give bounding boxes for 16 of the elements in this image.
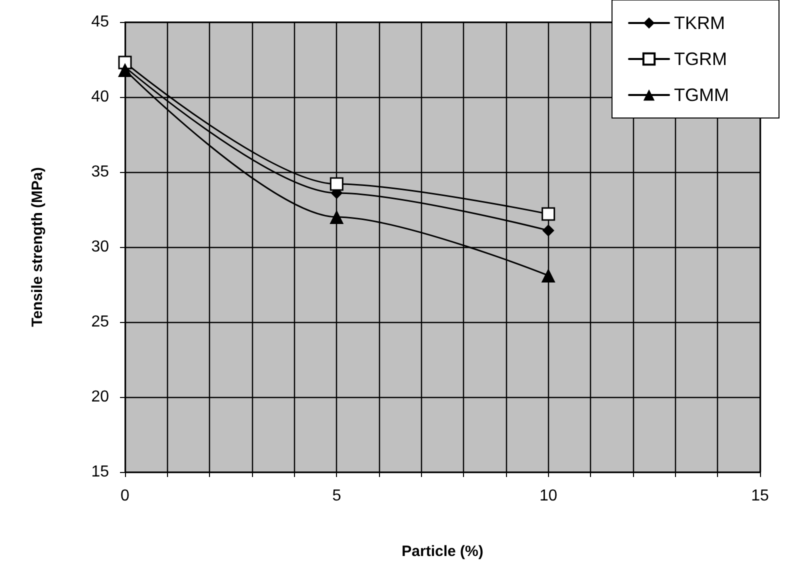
x-tick-label: 5	[332, 488, 342, 504]
y-tick-label: 35	[91, 164, 110, 180]
legend-label: TGMM	[674, 85, 729, 105]
y-axis-title: Tensile strength (MPa)	[29, 167, 46, 327]
y-tick-label: 15	[91, 464, 110, 480]
x-tick-label: 10	[539, 488, 558, 504]
y-tick-label: 20	[91, 388, 110, 406]
y-tick-label: 45	[91, 14, 110, 30]
legend-label: TKRM	[674, 13, 726, 33]
y-tick-label: 25	[91, 314, 110, 330]
x-tick-label: 15	[751, 488, 769, 504]
x-tick-label: 0	[120, 488, 130, 504]
x-axis-title: Particle (%)	[402, 543, 484, 560]
y-tick-label: 40	[91, 88, 110, 106]
y-tick-label: 30	[91, 238, 110, 256]
legend-label: TGRM	[674, 49, 728, 69]
